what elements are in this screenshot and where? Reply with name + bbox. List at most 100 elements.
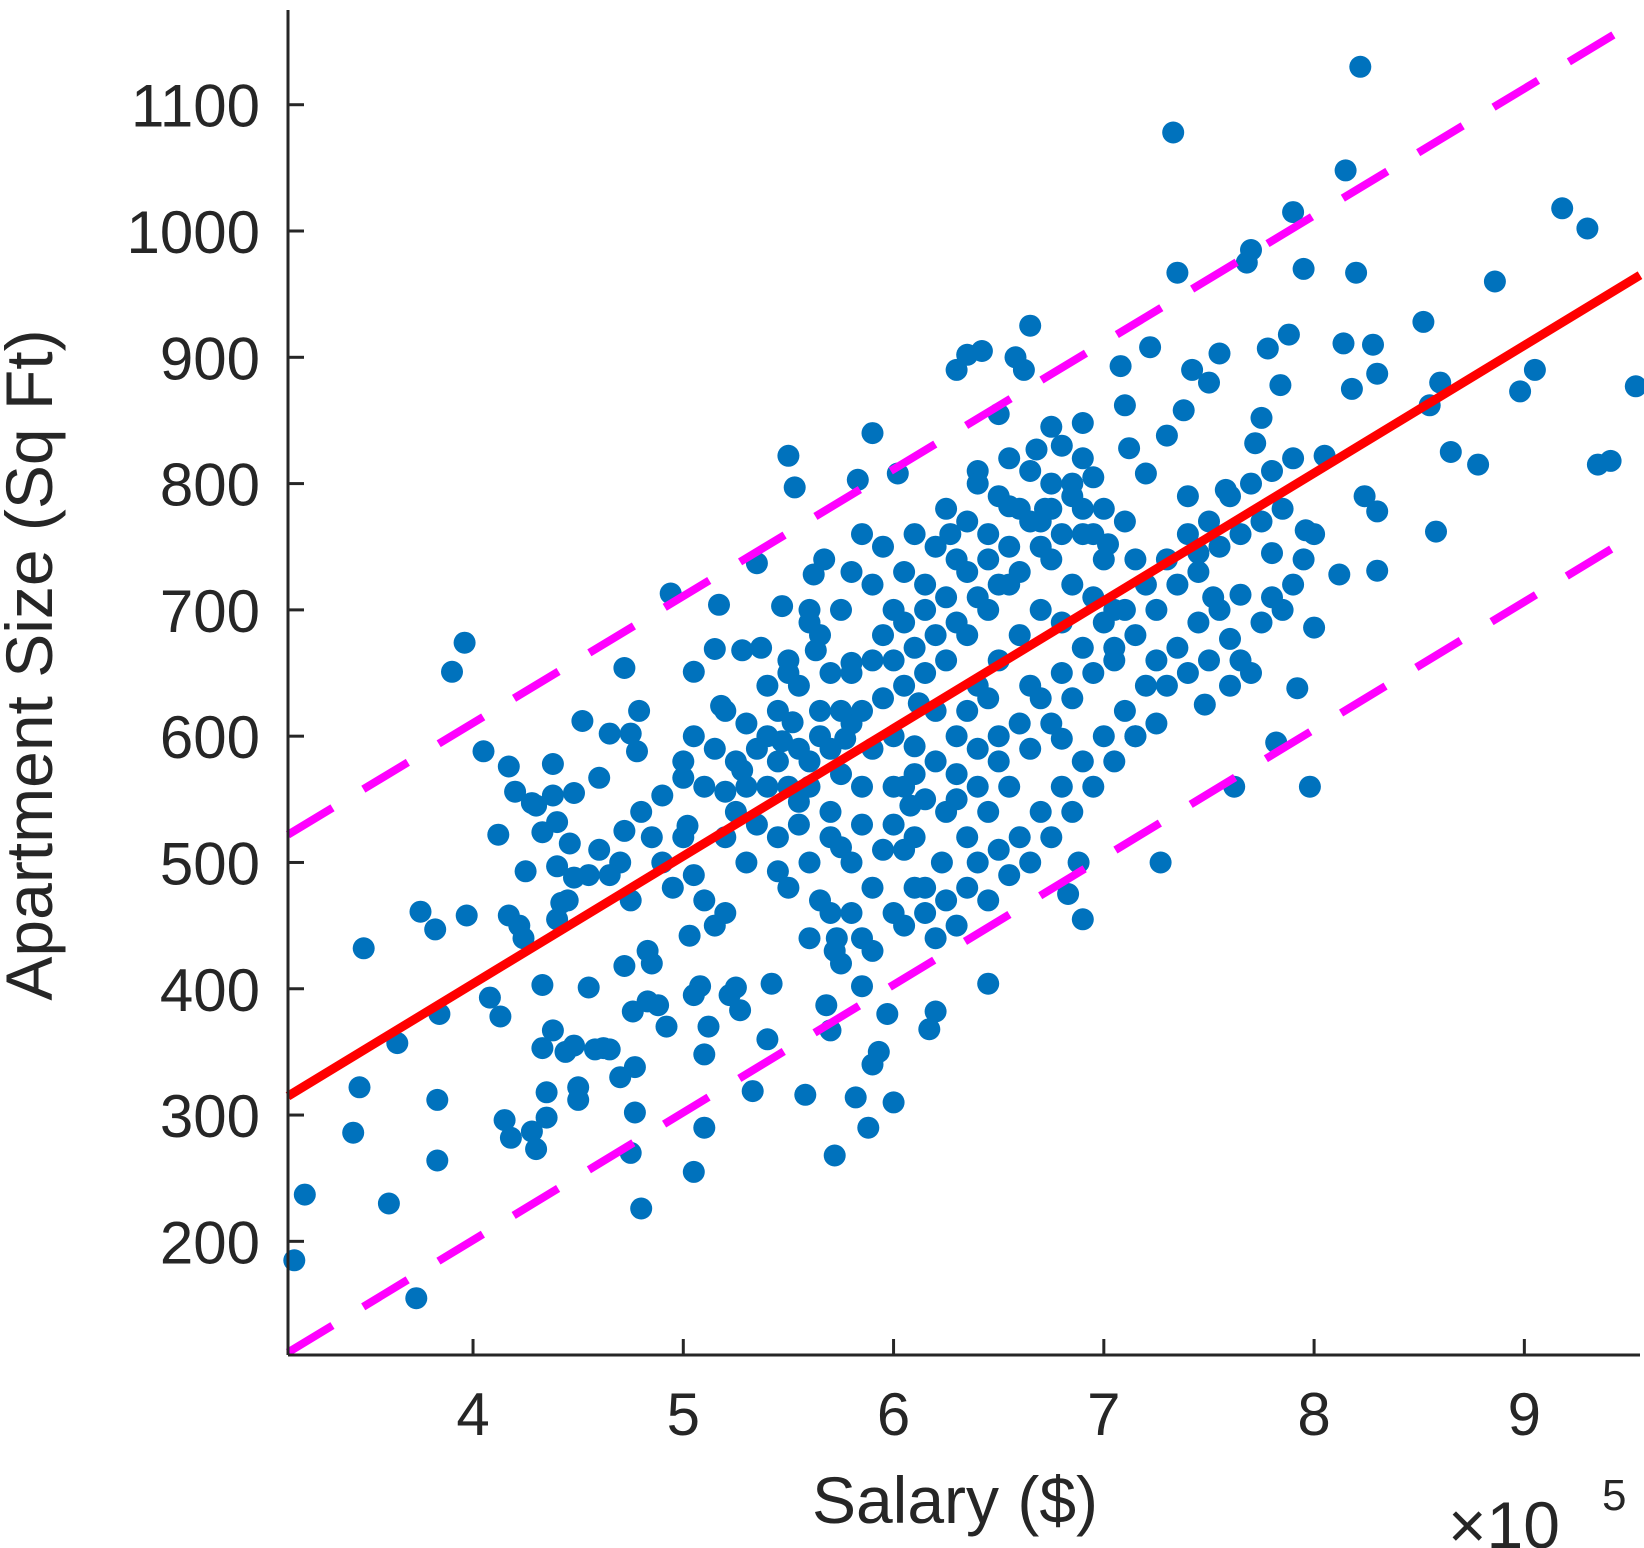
scatter-point (798, 598, 821, 621)
scatter-point (598, 1038, 621, 1061)
scatter-point (729, 999, 752, 1022)
scatter-point (903, 876, 926, 899)
scatter-point (546, 811, 569, 834)
scatter-point (714, 902, 737, 924)
x-tick-label: 4 (456, 1381, 489, 1448)
scatter-point (546, 855, 569, 878)
scatter-point (598, 864, 621, 887)
y-tick-label: 200 (160, 1209, 260, 1276)
scatter-point (766, 750, 789, 773)
y-ticks: 200 300 400 500 600 700 800 900 1000 1100 (127, 73, 304, 1276)
scatter-point (1071, 908, 1094, 931)
scatter-point (1439, 441, 1462, 463)
scatter-point (914, 573, 937, 596)
scatter-point (693, 1043, 716, 1066)
scatter-point (809, 699, 831, 722)
scatter-point (851, 699, 873, 722)
scatter-point (1008, 826, 1031, 849)
scatter-point (1332, 332, 1355, 355)
scatter-point (1113, 699, 1136, 722)
scatter-point (1029, 687, 1052, 710)
scatter-point (939, 523, 962, 546)
scatter-point (1271, 598, 1294, 621)
scatter-point (924, 1000, 947, 1023)
x-ticks: 4 5 6 7 8 9 (456, 1339, 1541, 1448)
scatter-point (1277, 323, 1300, 346)
scatter-point (472, 740, 495, 763)
scatter-point (1467, 453, 1490, 476)
scatter-point (1113, 394, 1136, 417)
scatter-point (520, 1120, 543, 1143)
scatter-point (1298, 775, 1321, 798)
regression-fit-line (285, 271, 1643, 1100)
scatter-point (893, 914, 916, 937)
scatter-point (819, 800, 842, 823)
scatter-point (678, 924, 701, 947)
scatter-point (1219, 674, 1241, 697)
scatter-point (535, 1106, 558, 1129)
scatter-point (541, 784, 564, 807)
scatter-point (647, 994, 670, 1017)
scatter-point (563, 1034, 585, 1057)
scatter-point (1071, 636, 1094, 659)
scatter-point (987, 725, 1010, 748)
scatter-point (697, 1015, 720, 1038)
scatter-point (1240, 239, 1262, 261)
scatter-point (1149, 851, 1172, 874)
scatter-point (1082, 466, 1105, 489)
scatter-point (1412, 310, 1435, 333)
scatter-point (1292, 257, 1315, 280)
scatter-point (956, 561, 979, 583)
scatter-point (893, 674, 916, 697)
scatter-point (1599, 449, 1622, 472)
scatter-point (613, 955, 636, 977)
scatter-point (918, 1018, 941, 1041)
scatter-point (815, 994, 838, 1017)
scatter-point (977, 687, 1000, 710)
scatter-point (499, 1126, 522, 1149)
scatter-point (851, 813, 873, 836)
scatter-point (787, 674, 810, 697)
scatter-point (987, 573, 1010, 596)
scatter-point (945, 725, 968, 748)
scatter-point (945, 914, 968, 937)
scatter-point (914, 598, 937, 621)
scatter-point (493, 1109, 516, 1132)
scatter-point (1166, 573, 1189, 596)
scatter-point (1208, 535, 1231, 558)
scatter-point (1008, 712, 1031, 735)
scatter-point (760, 972, 783, 995)
scatter-point (1113, 598, 1136, 621)
scatter-point (577, 864, 600, 887)
scatter-point (1134, 462, 1157, 485)
scatter-point (741, 1080, 764, 1103)
scatter-point (966, 775, 989, 798)
scatter-point (1008, 624, 1031, 647)
scatter-point (893, 775, 916, 798)
scatter-point (682, 725, 705, 748)
scatter-point (724, 750, 747, 773)
y-tick-label: 500 (160, 830, 260, 897)
scatter-point (1198, 371, 1220, 394)
scatter-point (876, 1003, 899, 1025)
scatter-point (588, 766, 611, 789)
scatter-point (682, 660, 705, 683)
scatter-point (535, 1081, 558, 1104)
scatter-point (777, 876, 800, 899)
scatter-point (1240, 662, 1262, 684)
scatter-point (598, 722, 621, 745)
scatter-point (1029, 535, 1052, 558)
scatter-point (966, 472, 989, 495)
scatter-point (1061, 800, 1084, 823)
scatter-point (672, 750, 695, 773)
scatter-point (851, 775, 873, 798)
scatter-point (1366, 362, 1389, 385)
scatter-point (977, 800, 1000, 823)
scatter-point (956, 826, 979, 849)
scatter-point (903, 826, 926, 849)
scatter-point (1176, 485, 1199, 508)
scatter-point (756, 674, 779, 697)
scatter-point (924, 927, 947, 950)
scatter-point (563, 782, 585, 804)
scatter-point (1118, 437, 1141, 460)
